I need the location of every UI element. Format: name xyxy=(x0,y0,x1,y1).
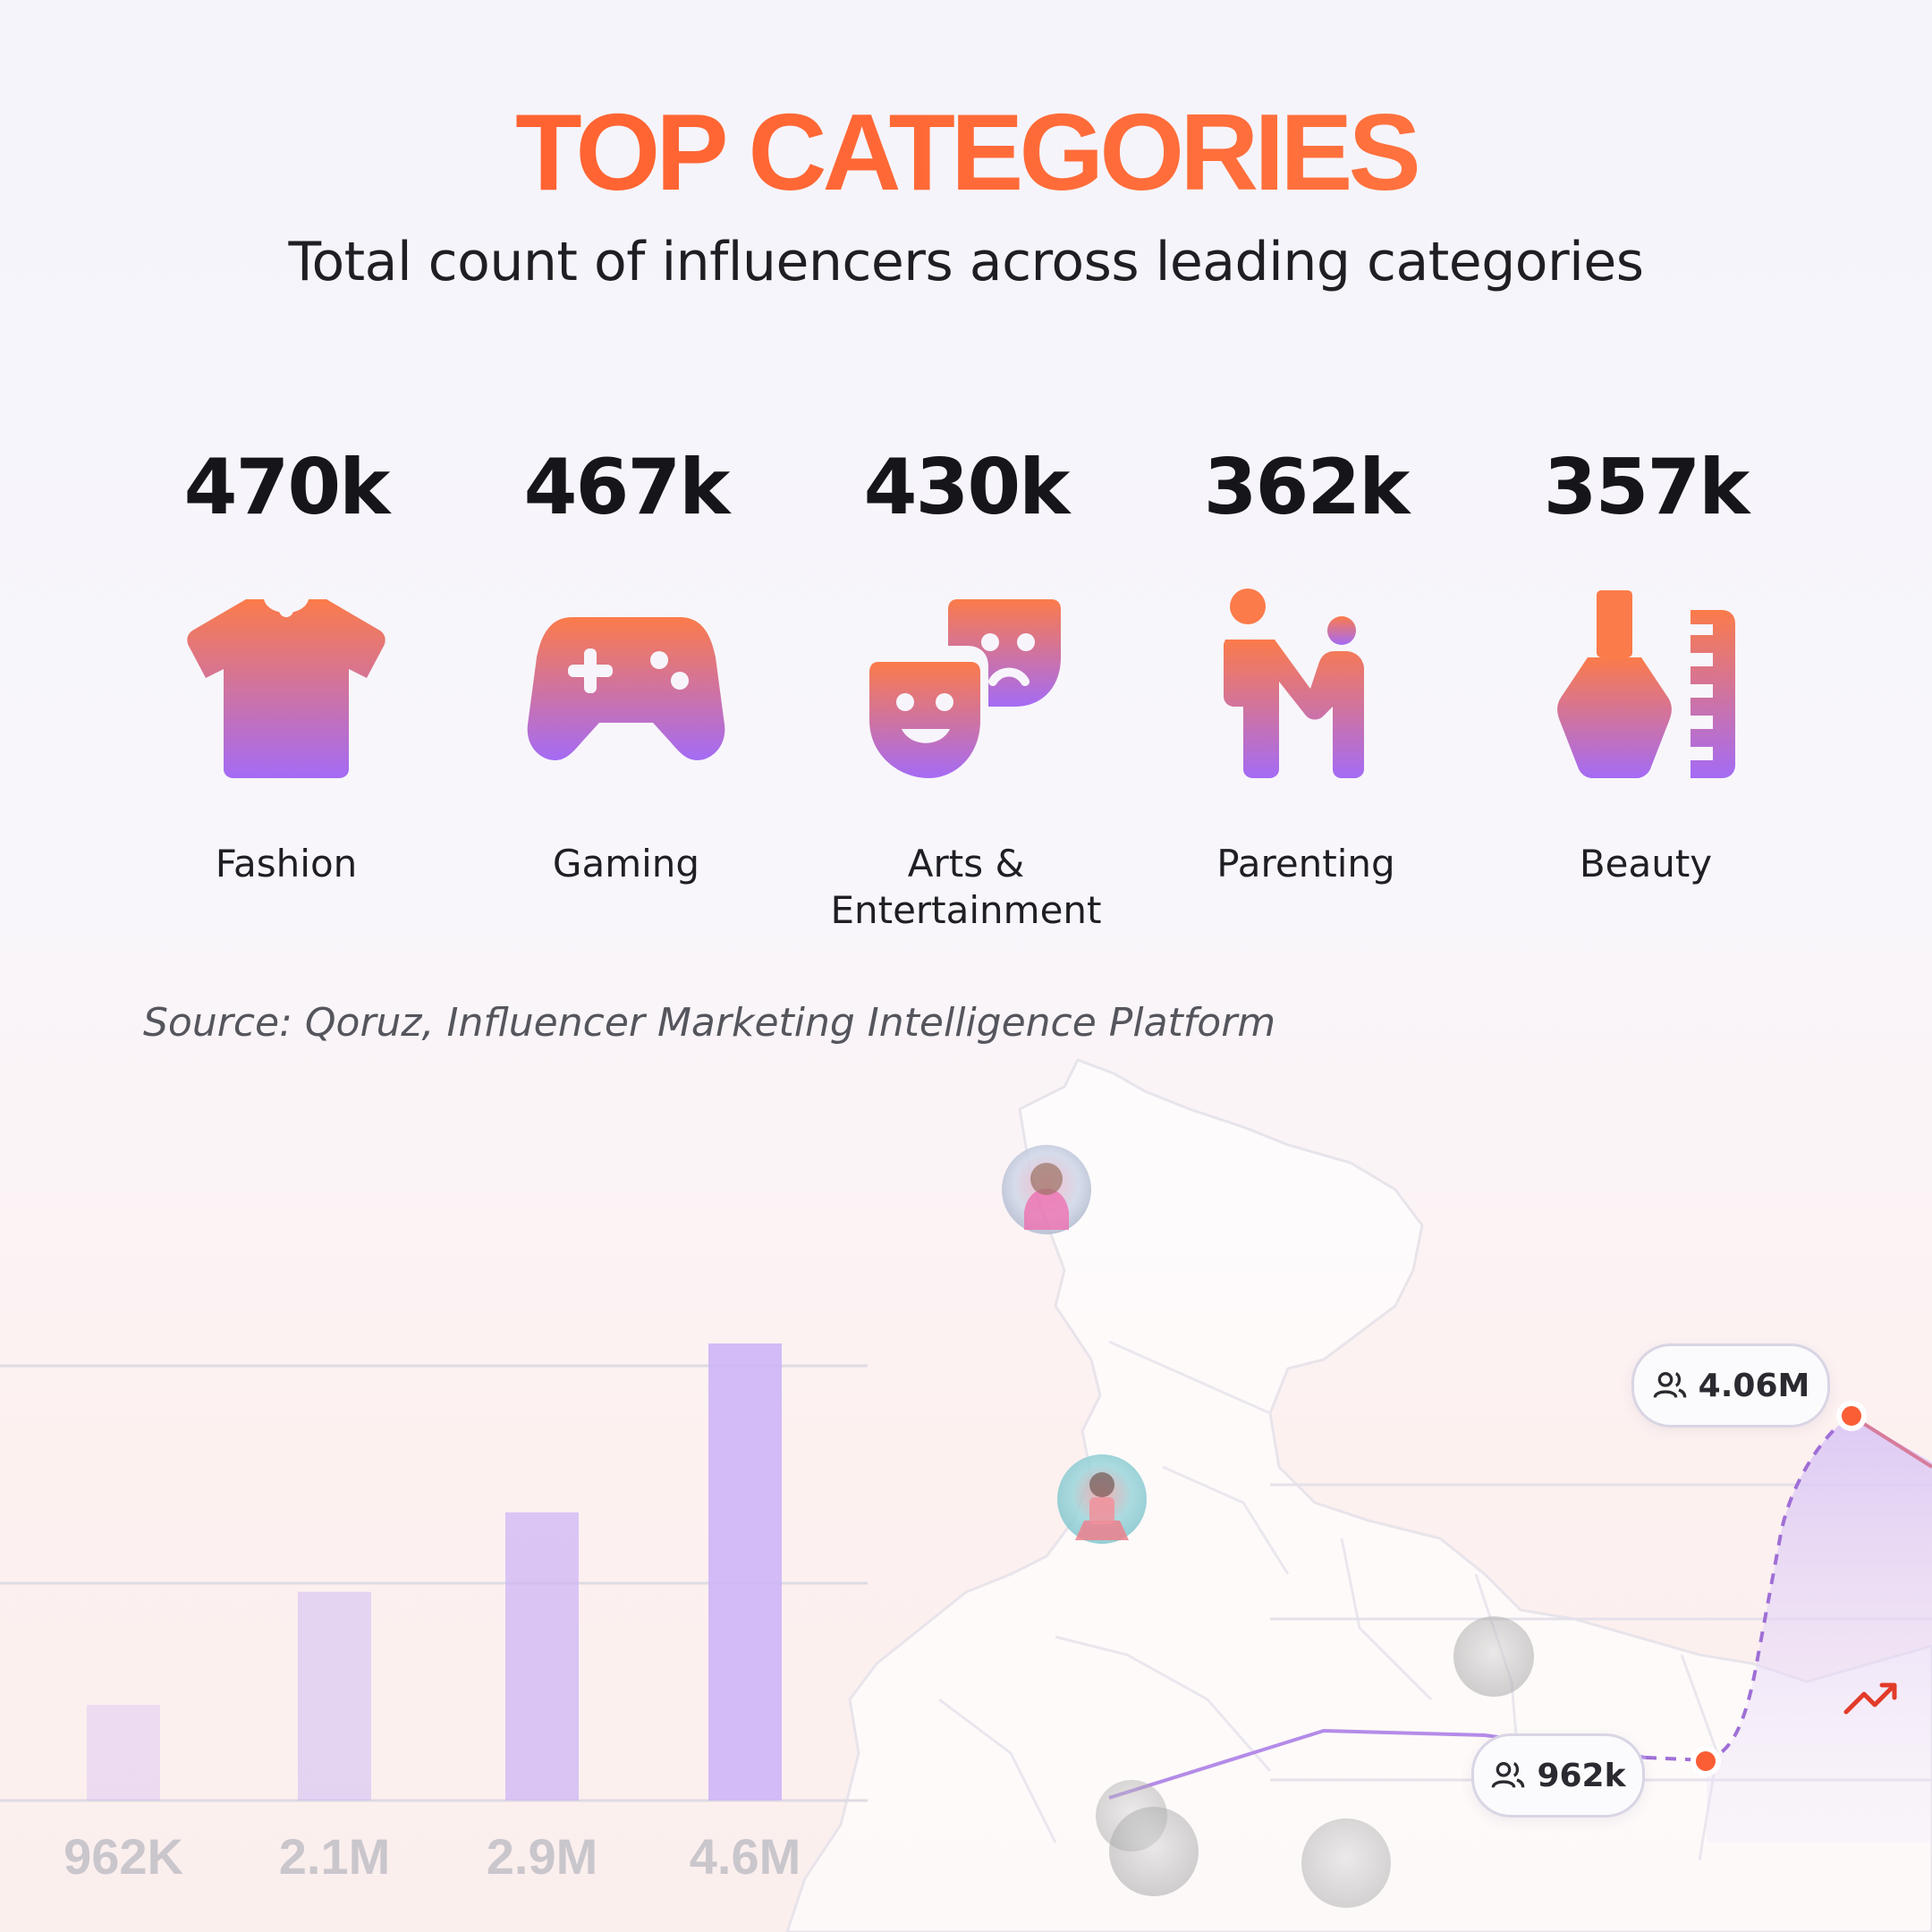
bar-tick-label: 2.1M xyxy=(279,1828,391,1885)
category-value: 470k xyxy=(183,443,391,532)
bar-chart-bars xyxy=(87,1343,782,1801)
bar-2 xyxy=(505,1512,579,1801)
category-value: 362k xyxy=(1203,443,1411,532)
pill-label: 4.06M xyxy=(1698,1367,1810,1404)
source-note: Source: Qoruz, Influencer Marketing Inte… xyxy=(143,1000,1276,1046)
line-chart-tail xyxy=(1850,1414,1932,1469)
gamepad-icon xyxy=(527,617,725,760)
bar-1 xyxy=(298,1591,371,1801)
users-icon xyxy=(1653,1372,1687,1398)
bar-chart-tick-labels: 962K 2.1M 2.9M 4.6M xyxy=(64,1828,801,1885)
category-label: Arts & Entertainment xyxy=(830,842,1102,932)
parent-child-icon xyxy=(1224,589,1364,778)
theater-masks-icon xyxy=(869,599,1061,778)
category-gaming: 467k Gaming xyxy=(456,438,796,887)
bar-tick-label: 962K xyxy=(64,1828,183,1885)
category-value: 430k xyxy=(863,443,1071,532)
bar-tick-label: 2.9M xyxy=(487,1828,598,1885)
pill-low-followers: 962k xyxy=(1471,1733,1645,1818)
users-icon xyxy=(1492,1762,1525,1788)
avatar-2 xyxy=(1057,1454,1147,1544)
avatar-3 xyxy=(1453,1616,1534,1697)
nail-polish-icon xyxy=(1557,590,1735,778)
page-title: TOP CATEGORIES xyxy=(0,89,1932,215)
category-label: Fashion xyxy=(215,842,358,886)
avatar-1 xyxy=(1002,1145,1091,1234)
bar-3 xyxy=(708,1343,782,1801)
category-fashion: 470k Fashion xyxy=(116,438,456,887)
category-parenting: 362k Parenting xyxy=(1136,438,1476,887)
category-value: 357k xyxy=(1543,443,1750,532)
category-label: Parenting xyxy=(1216,842,1395,886)
trend-up-icon xyxy=(1843,1682,1897,1715)
page-subtitle: Total count of influencers across leadin… xyxy=(288,231,1644,293)
line-point-low xyxy=(1690,1746,1721,1776)
category-label: Beauty xyxy=(1579,842,1713,886)
pill-peak-followers: 4.06M xyxy=(1631,1343,1830,1428)
avatar-5 xyxy=(1109,1807,1199,1896)
category-value: 467k xyxy=(523,443,731,532)
line-point-peak xyxy=(1836,1401,1867,1431)
category-beauty: 357k Beauty xyxy=(1476,438,1816,887)
category-arts-entertainment: 430k Arts & Entertainment xyxy=(796,438,1136,934)
category-label: Gaming xyxy=(552,842,700,886)
india-map-outline xyxy=(785,1058,1932,1932)
t-shirt-icon xyxy=(187,599,386,778)
line-chart-area xyxy=(1707,1416,1932,1843)
bar-tick-label: 4.6M xyxy=(690,1828,801,1885)
pill-label: 962k xyxy=(1537,1757,1626,1794)
bar-0 xyxy=(87,1705,160,1801)
avatar-6 xyxy=(1301,1818,1391,1908)
line-chart-dashed xyxy=(1645,1414,1853,1763)
